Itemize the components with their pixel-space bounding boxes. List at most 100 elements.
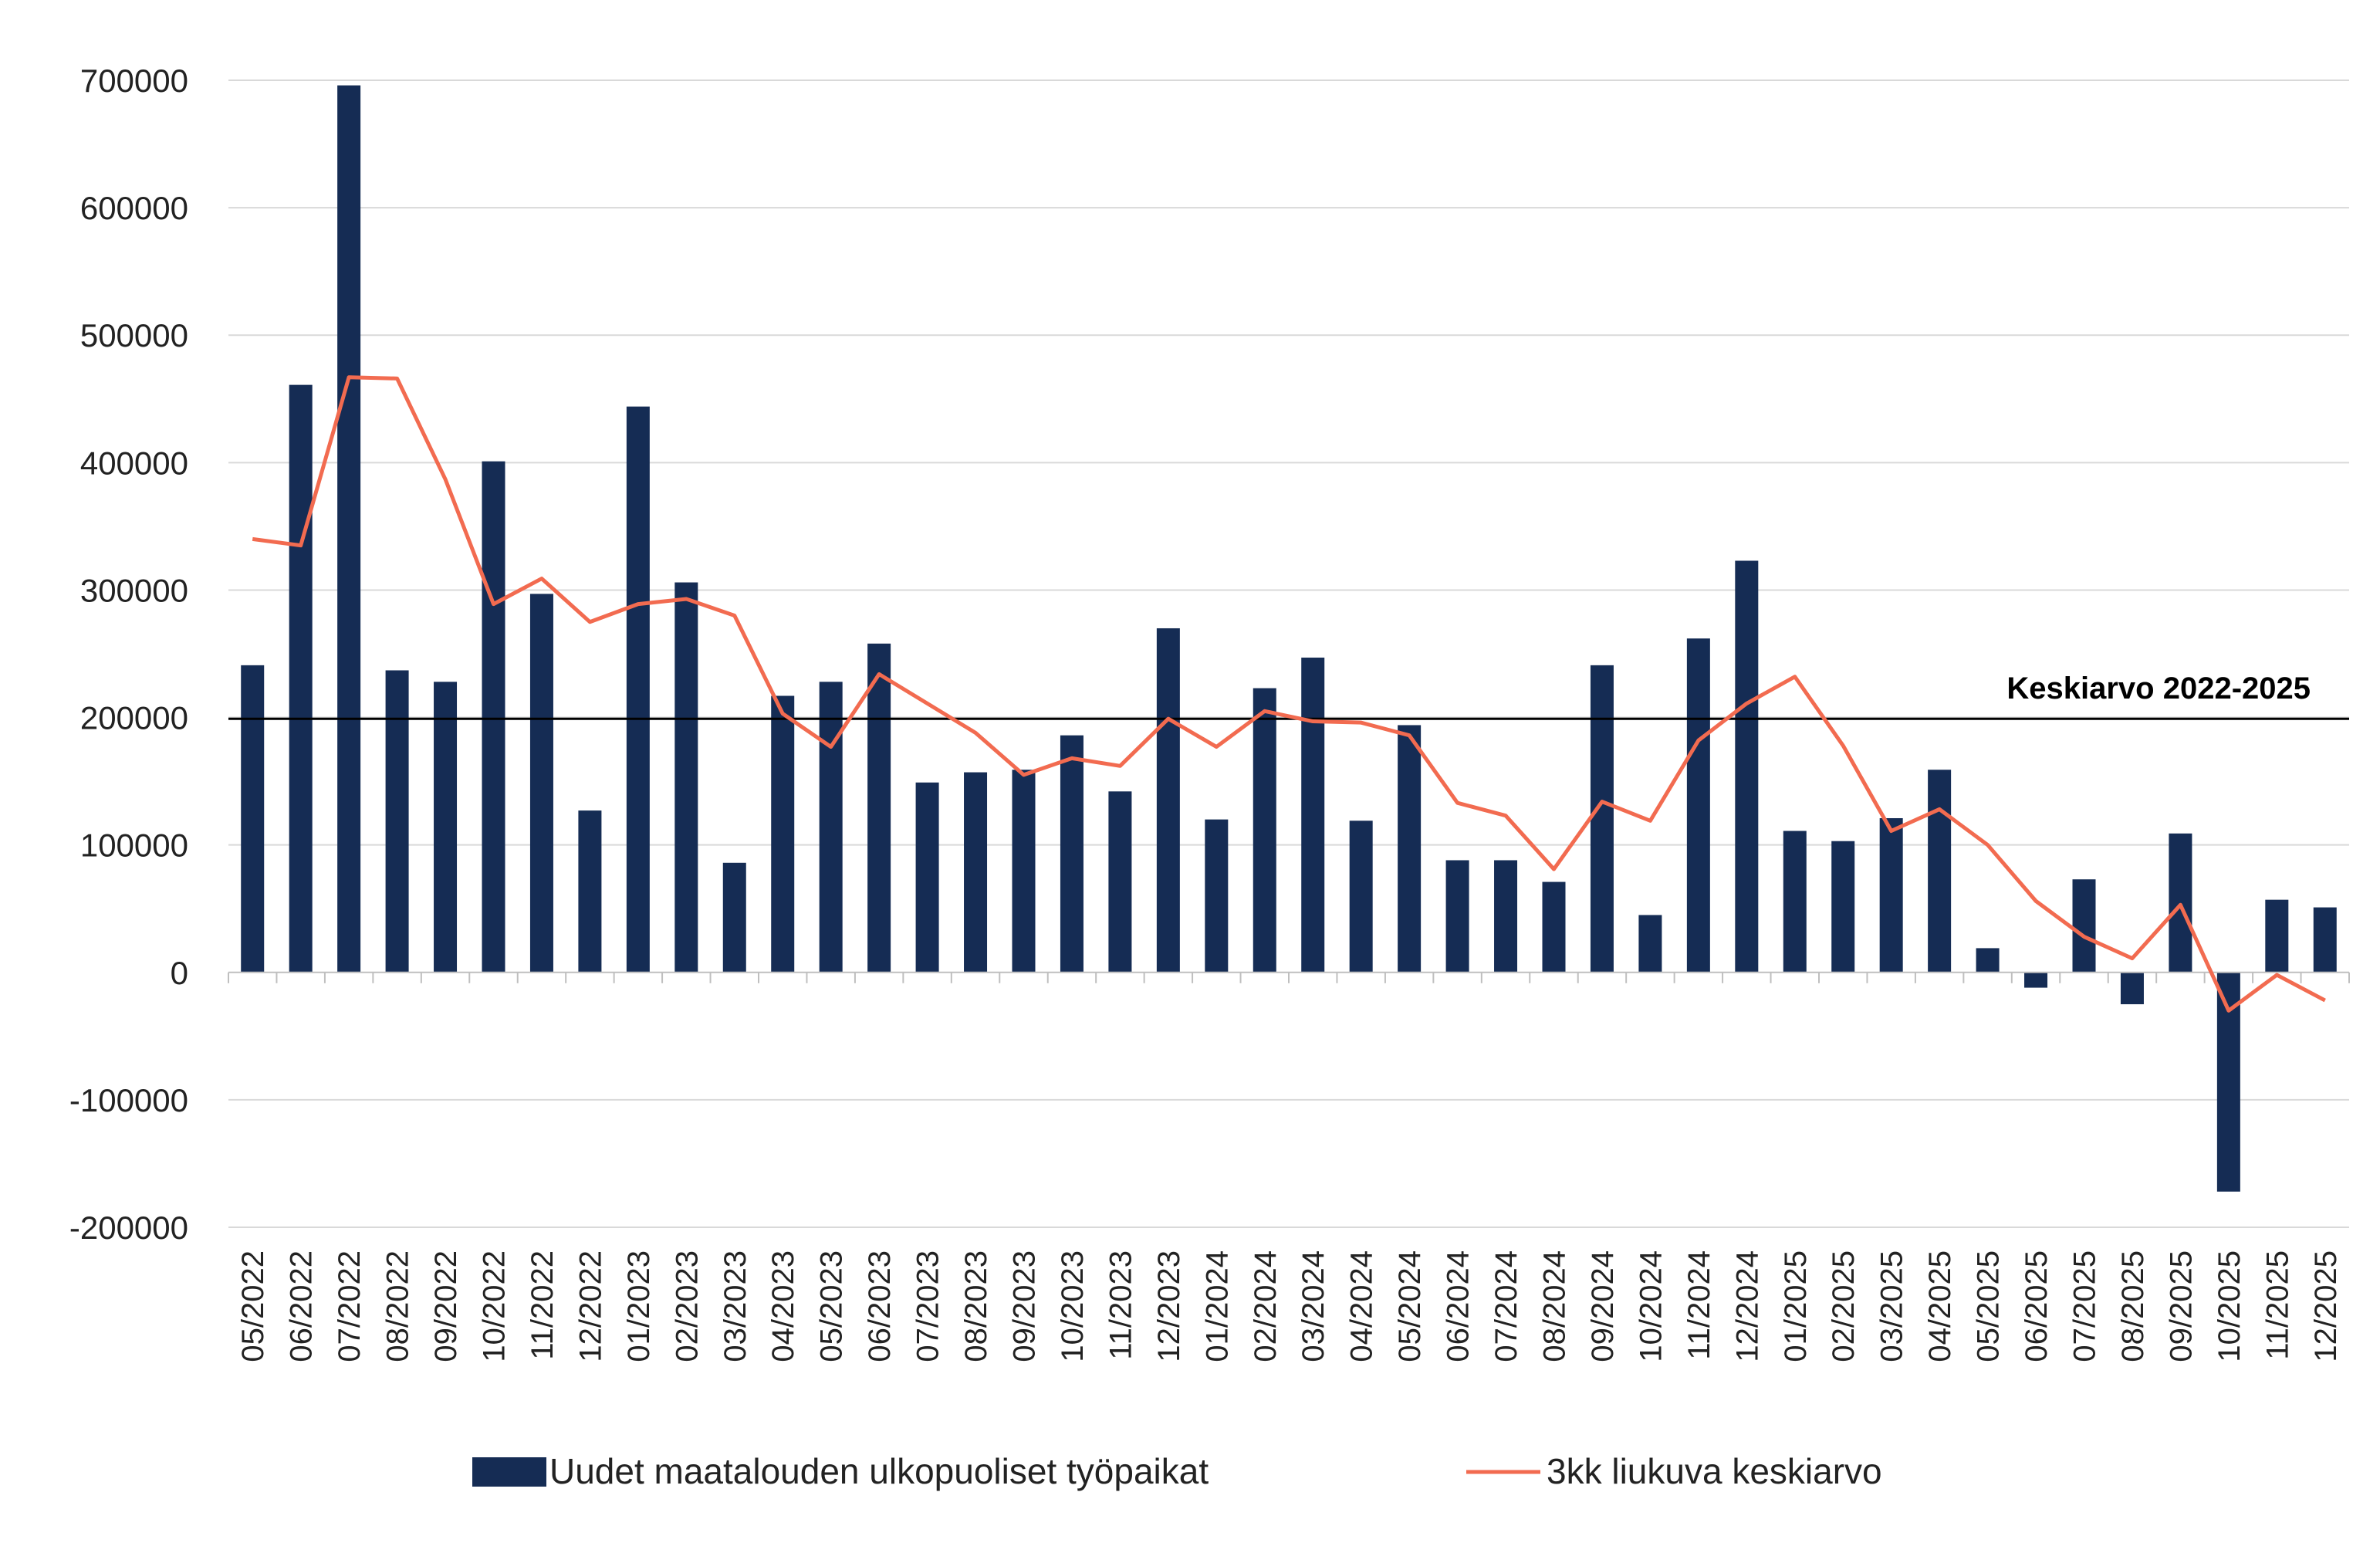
x-tick-label: 12/2023 <box>1152 1250 1186 1362</box>
bar <box>2072 879 2096 973</box>
bar <box>1398 725 1422 973</box>
bar <box>482 461 505 973</box>
x-tick-label: 06/2023 <box>863 1250 897 1362</box>
y-tick-label: 400000 <box>80 445 188 481</box>
bar <box>626 406 650 973</box>
legend: Uudet maatalouden ulkopuoliset työpaikat… <box>472 1451 1882 1491</box>
bar <box>2120 972 2144 1005</box>
bar <box>1156 628 1180 973</box>
bar <box>385 670 409 973</box>
y-tick-label: 100000 <box>80 827 188 864</box>
moving-average-line <box>252 375 2326 1013</box>
bar <box>1494 860 1518 973</box>
y-tick-label: 0 <box>171 955 188 991</box>
bar <box>915 782 939 973</box>
y-tick-label: 600000 <box>80 190 188 226</box>
bar <box>1686 638 1710 973</box>
bar <box>1542 881 1566 973</box>
x-tick-label: 08/2025 <box>2116 1250 2150 1362</box>
bar <box>1205 819 1229 973</box>
bar <box>1831 841 1855 973</box>
x-tick-label: 07/2024 <box>1489 1250 1523 1362</box>
bar <box>241 665 265 973</box>
x-tick-label: 12/2024 <box>1730 1250 1764 1362</box>
y-axis-ticks: 700000 600000 500000 400000 300000 200000 1000… <box>69 63 188 1246</box>
bar <box>1976 948 2000 973</box>
bar <box>674 582 698 973</box>
bar <box>1783 831 1807 973</box>
bar <box>1879 817 1903 973</box>
bar <box>1301 657 1325 973</box>
x-tick-label: 02/2024 <box>1249 1250 1283 1362</box>
bar <box>1253 688 1276 973</box>
x-tick-label: 06/2025 <box>2020 1250 2054 1362</box>
x-tick-label: 04/2024 <box>1345 1250 1379 1362</box>
x-tick-label: 06/2024 <box>1442 1250 1476 1362</box>
x-tick-label: 09/2024 <box>1586 1250 1620 1362</box>
bar <box>819 682 843 973</box>
bar <box>337 85 361 973</box>
x-tick-label: 02/2023 <box>670 1250 704 1362</box>
x-tick-label: 06/2022 <box>285 1250 319 1362</box>
x-tick-label: 08/2024 <box>1538 1250 1572 1362</box>
bar <box>964 772 988 973</box>
x-tick-label: 10/2025 <box>2213 1250 2246 1362</box>
bar <box>2024 972 2048 988</box>
bar <box>722 862 746 973</box>
x-tick-label: 11/2024 <box>1682 1250 1716 1360</box>
y-tick-label: 500000 <box>80 317 188 354</box>
bar <box>434 682 458 973</box>
x-tick-label: 01/2025 <box>1779 1250 1813 1362</box>
x-tick-label: 03/2025 <box>1875 1250 1909 1362</box>
bar <box>1060 735 1084 973</box>
x-tick-label: 11/2022 <box>526 1250 560 1360</box>
x-tick-label: 10/2022 <box>478 1250 512 1362</box>
bar <box>1108 791 1132 973</box>
y-tick-label: 300000 <box>80 572 188 608</box>
y-tick-label: -200000 <box>69 1210 188 1246</box>
x-tick-label: 04/2023 <box>766 1250 800 1362</box>
legend-bar-swatch <box>472 1457 546 1487</box>
x-axis-ticks: 05/2022 06/2022 07/2022 08/2022 09/2022 10/20… <box>228 972 2350 1362</box>
bar <box>1590 665 1614 973</box>
x-tick-label: 02/2025 <box>1827 1250 1861 1362</box>
bar <box>1928 770 1952 973</box>
x-tick-label: 07/2022 <box>333 1250 367 1362</box>
x-tick-label: 07/2023 <box>911 1250 945 1362</box>
legend-bar-label: Uudet maatalouden ulkopuoliset työpaikat <box>549 1451 1209 1491</box>
bar <box>578 810 602 973</box>
x-tick-label: 03/2024 <box>1296 1250 1330 1362</box>
bar <box>289 384 313 973</box>
bar <box>1349 820 1373 973</box>
x-tick-label: 03/2023 <box>718 1250 752 1362</box>
x-tick-label: 12/2025 <box>2309 1250 2343 1362</box>
bar <box>529 594 553 973</box>
x-tick-label: 09/2025 <box>2164 1250 2198 1362</box>
bar <box>1012 770 1036 973</box>
y-tick-label: 700000 <box>80 63 188 99</box>
reference-line-label: Keskiarvo 2022-2025 <box>2006 672 2311 705</box>
x-tick-label: 10/2023 <box>1056 1250 1090 1362</box>
bar <box>1445 860 1469 973</box>
bar <box>1638 915 1662 973</box>
bar-series <box>241 85 2337 1192</box>
x-tick-label: 01/2023 <box>622 1250 656 1362</box>
bar <box>2313 907 2337 973</box>
bar <box>1735 560 1759 973</box>
y-tick-label: 200000 <box>80 700 188 736</box>
x-tick-label: 01/2024 <box>1200 1250 1234 1362</box>
x-tick-label: 08/2022 <box>381 1250 415 1362</box>
y-tick-label: -100000 <box>69 1082 188 1118</box>
x-tick-label: 09/2022 <box>429 1250 463 1362</box>
bar <box>867 643 891 973</box>
x-tick-label: 05/2024 <box>1393 1250 1427 1362</box>
x-tick-label: 08/2023 <box>959 1250 993 1362</box>
x-tick-label: 05/2022 <box>236 1250 270 1362</box>
bar <box>771 695 795 973</box>
x-tick-label: 04/2025 <box>1923 1250 1957 1362</box>
x-tick-label: 12/2022 <box>573 1250 607 1362</box>
x-tick-label: 07/2025 <box>2068 1250 2102 1362</box>
legend-line-label: 3kk liukuva keskiarvo <box>1547 1451 1882 1491</box>
x-tick-label: 10/2024 <box>1634 1250 1668 1362</box>
